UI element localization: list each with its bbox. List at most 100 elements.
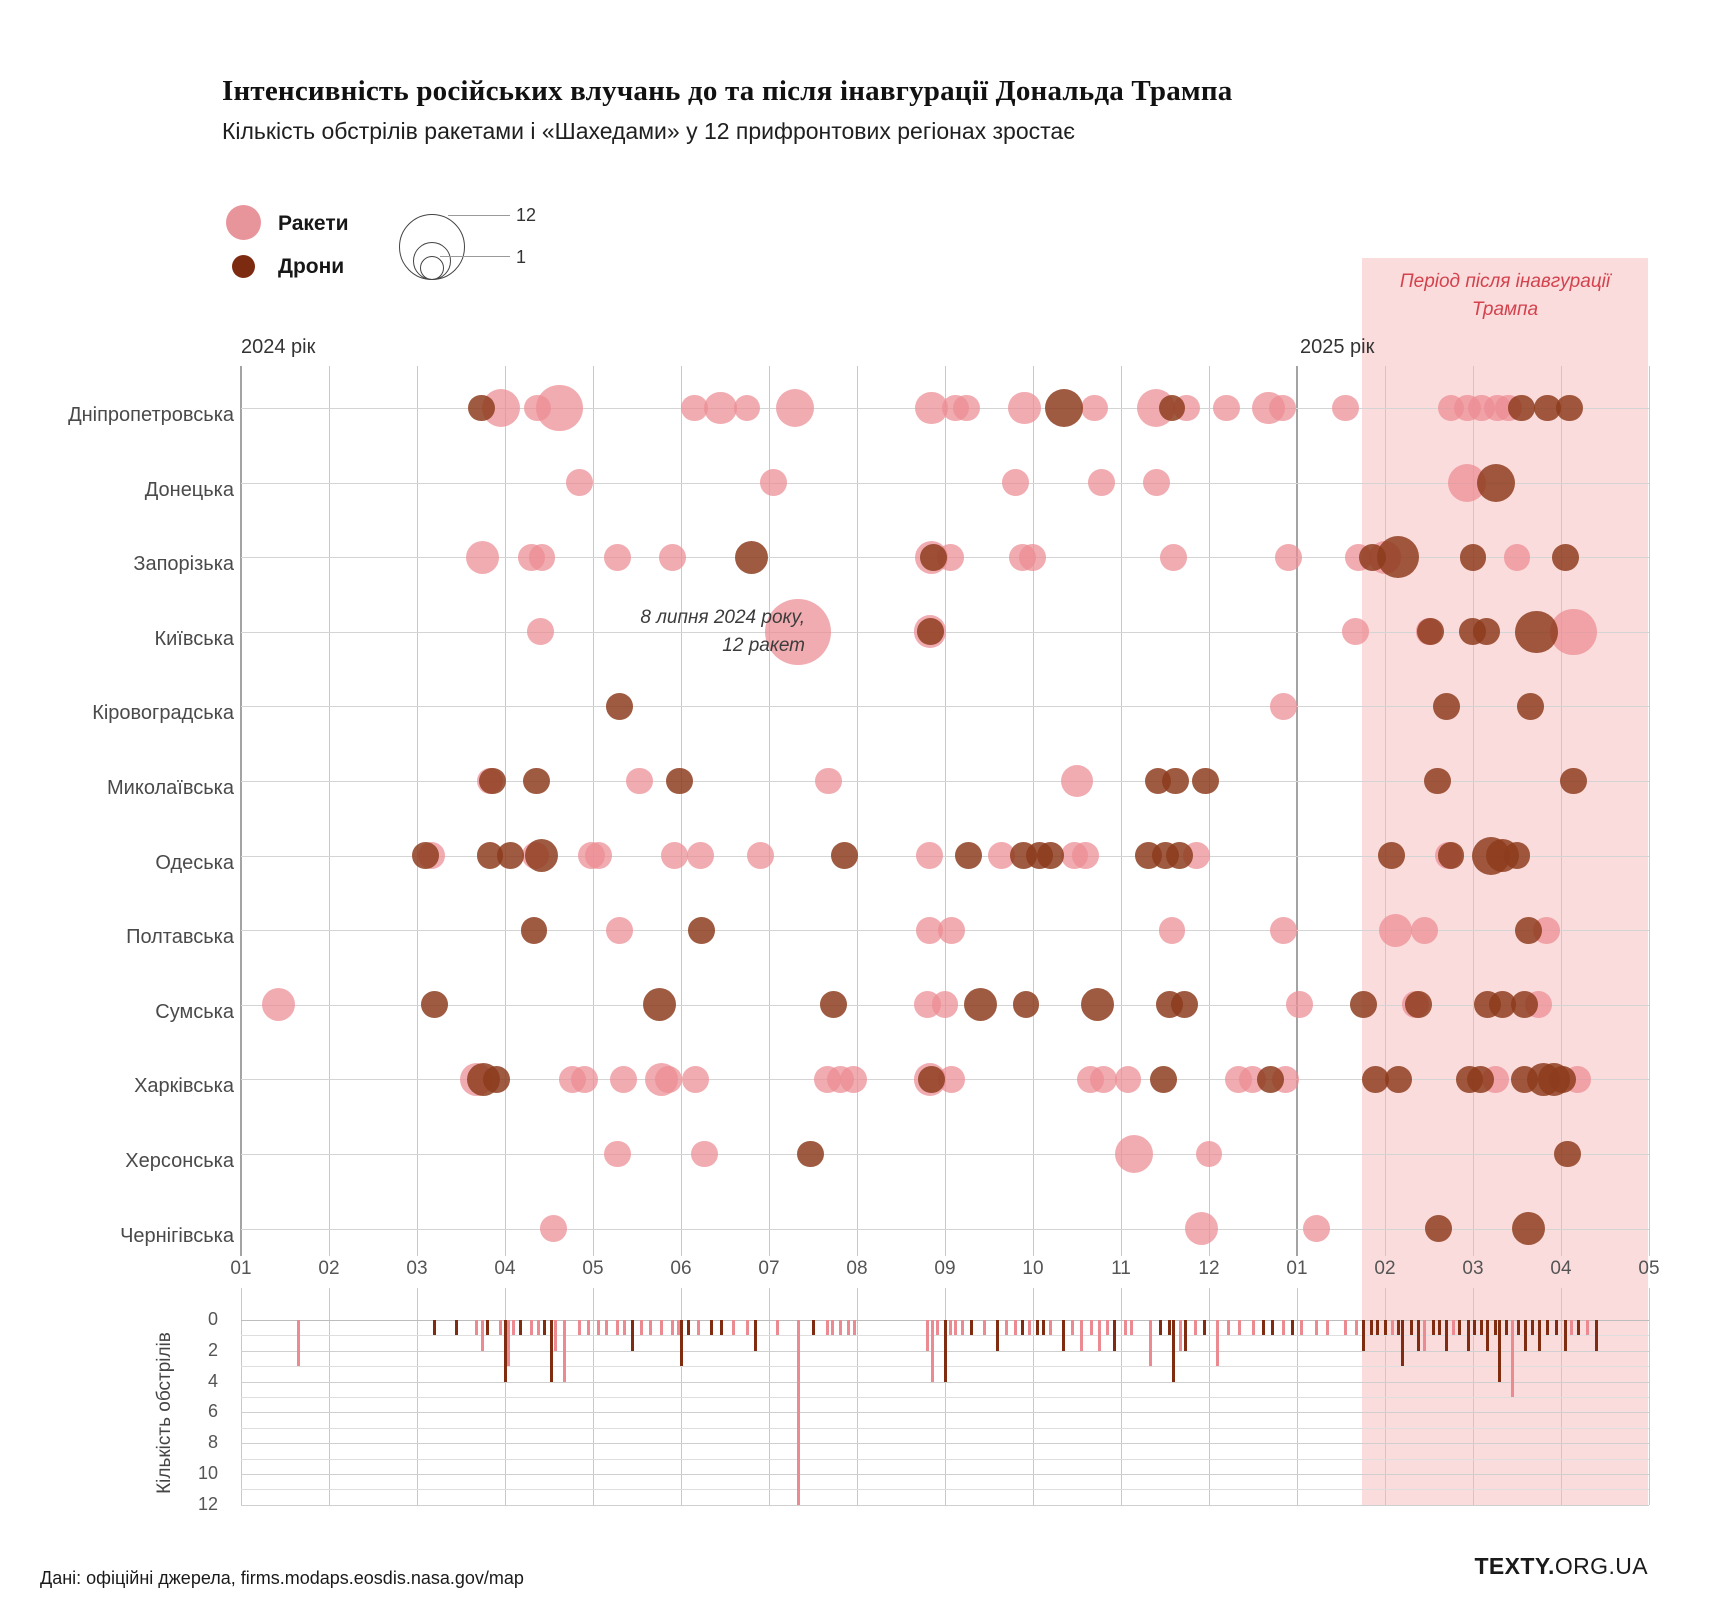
bar-rocket — [648, 1320, 652, 1336]
month-gridline — [329, 366, 330, 1256]
bubble-drone — [1158, 394, 1186, 422]
bar-gridline — [241, 1412, 1649, 1414]
month-gridline — [1033, 366, 1034, 1256]
bubble-drone — [1165, 842, 1193, 870]
bubble-rocket — [937, 916, 965, 944]
data-source-note: Дані: офіційні джерела, firms.modaps.eos… — [40, 1568, 524, 1588]
bar-rocket — [1071, 1320, 1075, 1336]
month-gridline-bars — [329, 1288, 330, 1505]
region-label: Одеська — [155, 851, 234, 874]
bar-tick-label: 10 — [197, 1463, 218, 1483]
bar-drone — [631, 1320, 635, 1351]
bar-tick-label: 8 — [207, 1432, 218, 1453]
bar-rocket — [931, 1320, 935, 1382]
bar-drone — [1480, 1320, 1484, 1336]
bubble-rocket — [604, 543, 632, 571]
bubble-drone — [1361, 1065, 1389, 1093]
bar-drone — [1159, 1320, 1163, 1336]
bubble-rocket — [1158, 916, 1186, 944]
bubble-drone — [1044, 389, 1083, 427]
bubble-rocket — [840, 1065, 867, 1093]
bar-drone — [1167, 1320, 1171, 1336]
month-gridline — [945, 366, 946, 1256]
bar-drone — [754, 1320, 758, 1351]
month-gridline — [417, 366, 418, 1256]
bar-rocket — [604, 1320, 608, 1336]
bubble-drone — [1549, 1065, 1577, 1093]
bar-drone — [433, 1320, 437, 1336]
month-tick-label: 01 — [1286, 1258, 1308, 1279]
region-label: Чернігівська — [120, 1224, 234, 1247]
bar-drone — [519, 1320, 523, 1336]
bubble-drone — [734, 540, 768, 574]
bar-drone — [1524, 1320, 1528, 1351]
bar-rocket — [1299, 1320, 1303, 1336]
month-tick-label: 11 — [1111, 1258, 1131, 1279]
bar-rocket — [983, 1320, 987, 1336]
bubble-rocket — [952, 394, 980, 422]
bubble-drone — [1417, 618, 1445, 646]
bubble-drone — [1433, 692, 1461, 720]
texty-logo-bold: TEXTY. — [1474, 1553, 1555, 1579]
bar-rocket — [499, 1320, 503, 1336]
region-label: Херсонська — [125, 1150, 234, 1172]
month-gridline — [1296, 366, 1298, 1256]
bar-drone — [1504, 1320, 1508, 1336]
bar-rocket — [1326, 1320, 1330, 1336]
highlight-band-label-line2: Трампа — [1471, 299, 1539, 320]
bar-rocket — [553, 1320, 557, 1351]
bar-rocket — [1106, 1320, 1110, 1336]
bubble-rocket — [539, 1215, 567, 1243]
bar-rocket — [480, 1320, 484, 1351]
region-label: Донецька — [144, 478, 234, 501]
bubble-drone — [796, 1140, 824, 1168]
bubble-rocket — [931, 991, 959, 1019]
region-gridline — [241, 1228, 1649, 1230]
month-gridline-bars — [857, 1288, 858, 1505]
bar-rocket — [1194, 1320, 1198, 1336]
bar-drone — [1172, 1320, 1176, 1382]
bubble-rocket — [584, 842, 612, 870]
bar-drone — [1431, 1320, 1435, 1336]
month-tick-label: 04 — [1550, 1258, 1572, 1279]
bar-drone — [1473, 1320, 1477, 1336]
bubble-rocket — [1114, 1065, 1142, 1093]
bar-rocket — [596, 1320, 600, 1336]
bubble-rocket — [1379, 913, 1412, 947]
bubble-rocket — [704, 391, 738, 425]
bubble-rocket — [759, 469, 787, 497]
bar-rocket — [796, 1320, 800, 1505]
bubble-drone — [963, 988, 997, 1022]
bar-rocket — [1238, 1320, 1242, 1336]
bubble-drone — [1424, 767, 1452, 795]
bar-drone — [1020, 1320, 1024, 1336]
month-tick-label: 03 — [406, 1258, 428, 1279]
bubble-drone — [1511, 991, 1539, 1019]
size-legend-min-line — [440, 256, 510, 257]
bubble-drone — [1551, 543, 1579, 571]
bubble-rocket — [524, 394, 551, 422]
bubble-rocket — [626, 767, 654, 795]
bar-rocket — [1226, 1320, 1230, 1336]
bar-drone — [1555, 1320, 1559, 1336]
bar-rocket — [1216, 1320, 1220, 1367]
month-gridline — [1209, 366, 1210, 1256]
bar-rocket — [830, 1320, 834, 1336]
region-label: Миколаївська — [107, 777, 234, 799]
bubble-rocket — [746, 842, 774, 870]
month-tick-label: 05 — [582, 1258, 604, 1279]
bar-rocket — [1005, 1320, 1009, 1336]
bar-rocket — [1027, 1320, 1031, 1336]
bubble-rocket — [1341, 618, 1369, 646]
bar-drone — [543, 1320, 547, 1336]
month-gridline — [593, 366, 594, 1256]
bar-drone — [1594, 1320, 1598, 1351]
bubble-drone — [605, 692, 633, 720]
bar-rocket — [639, 1320, 643, 1336]
bubble-drone — [1080, 988, 1114, 1022]
bubble-drone — [1467, 1065, 1495, 1093]
drones-legend-label: Дрони — [278, 255, 345, 278]
drones-legend-swatch — [232, 255, 255, 278]
bar-rocket — [512, 1320, 516, 1336]
bubble-rocket — [1269, 394, 1297, 422]
